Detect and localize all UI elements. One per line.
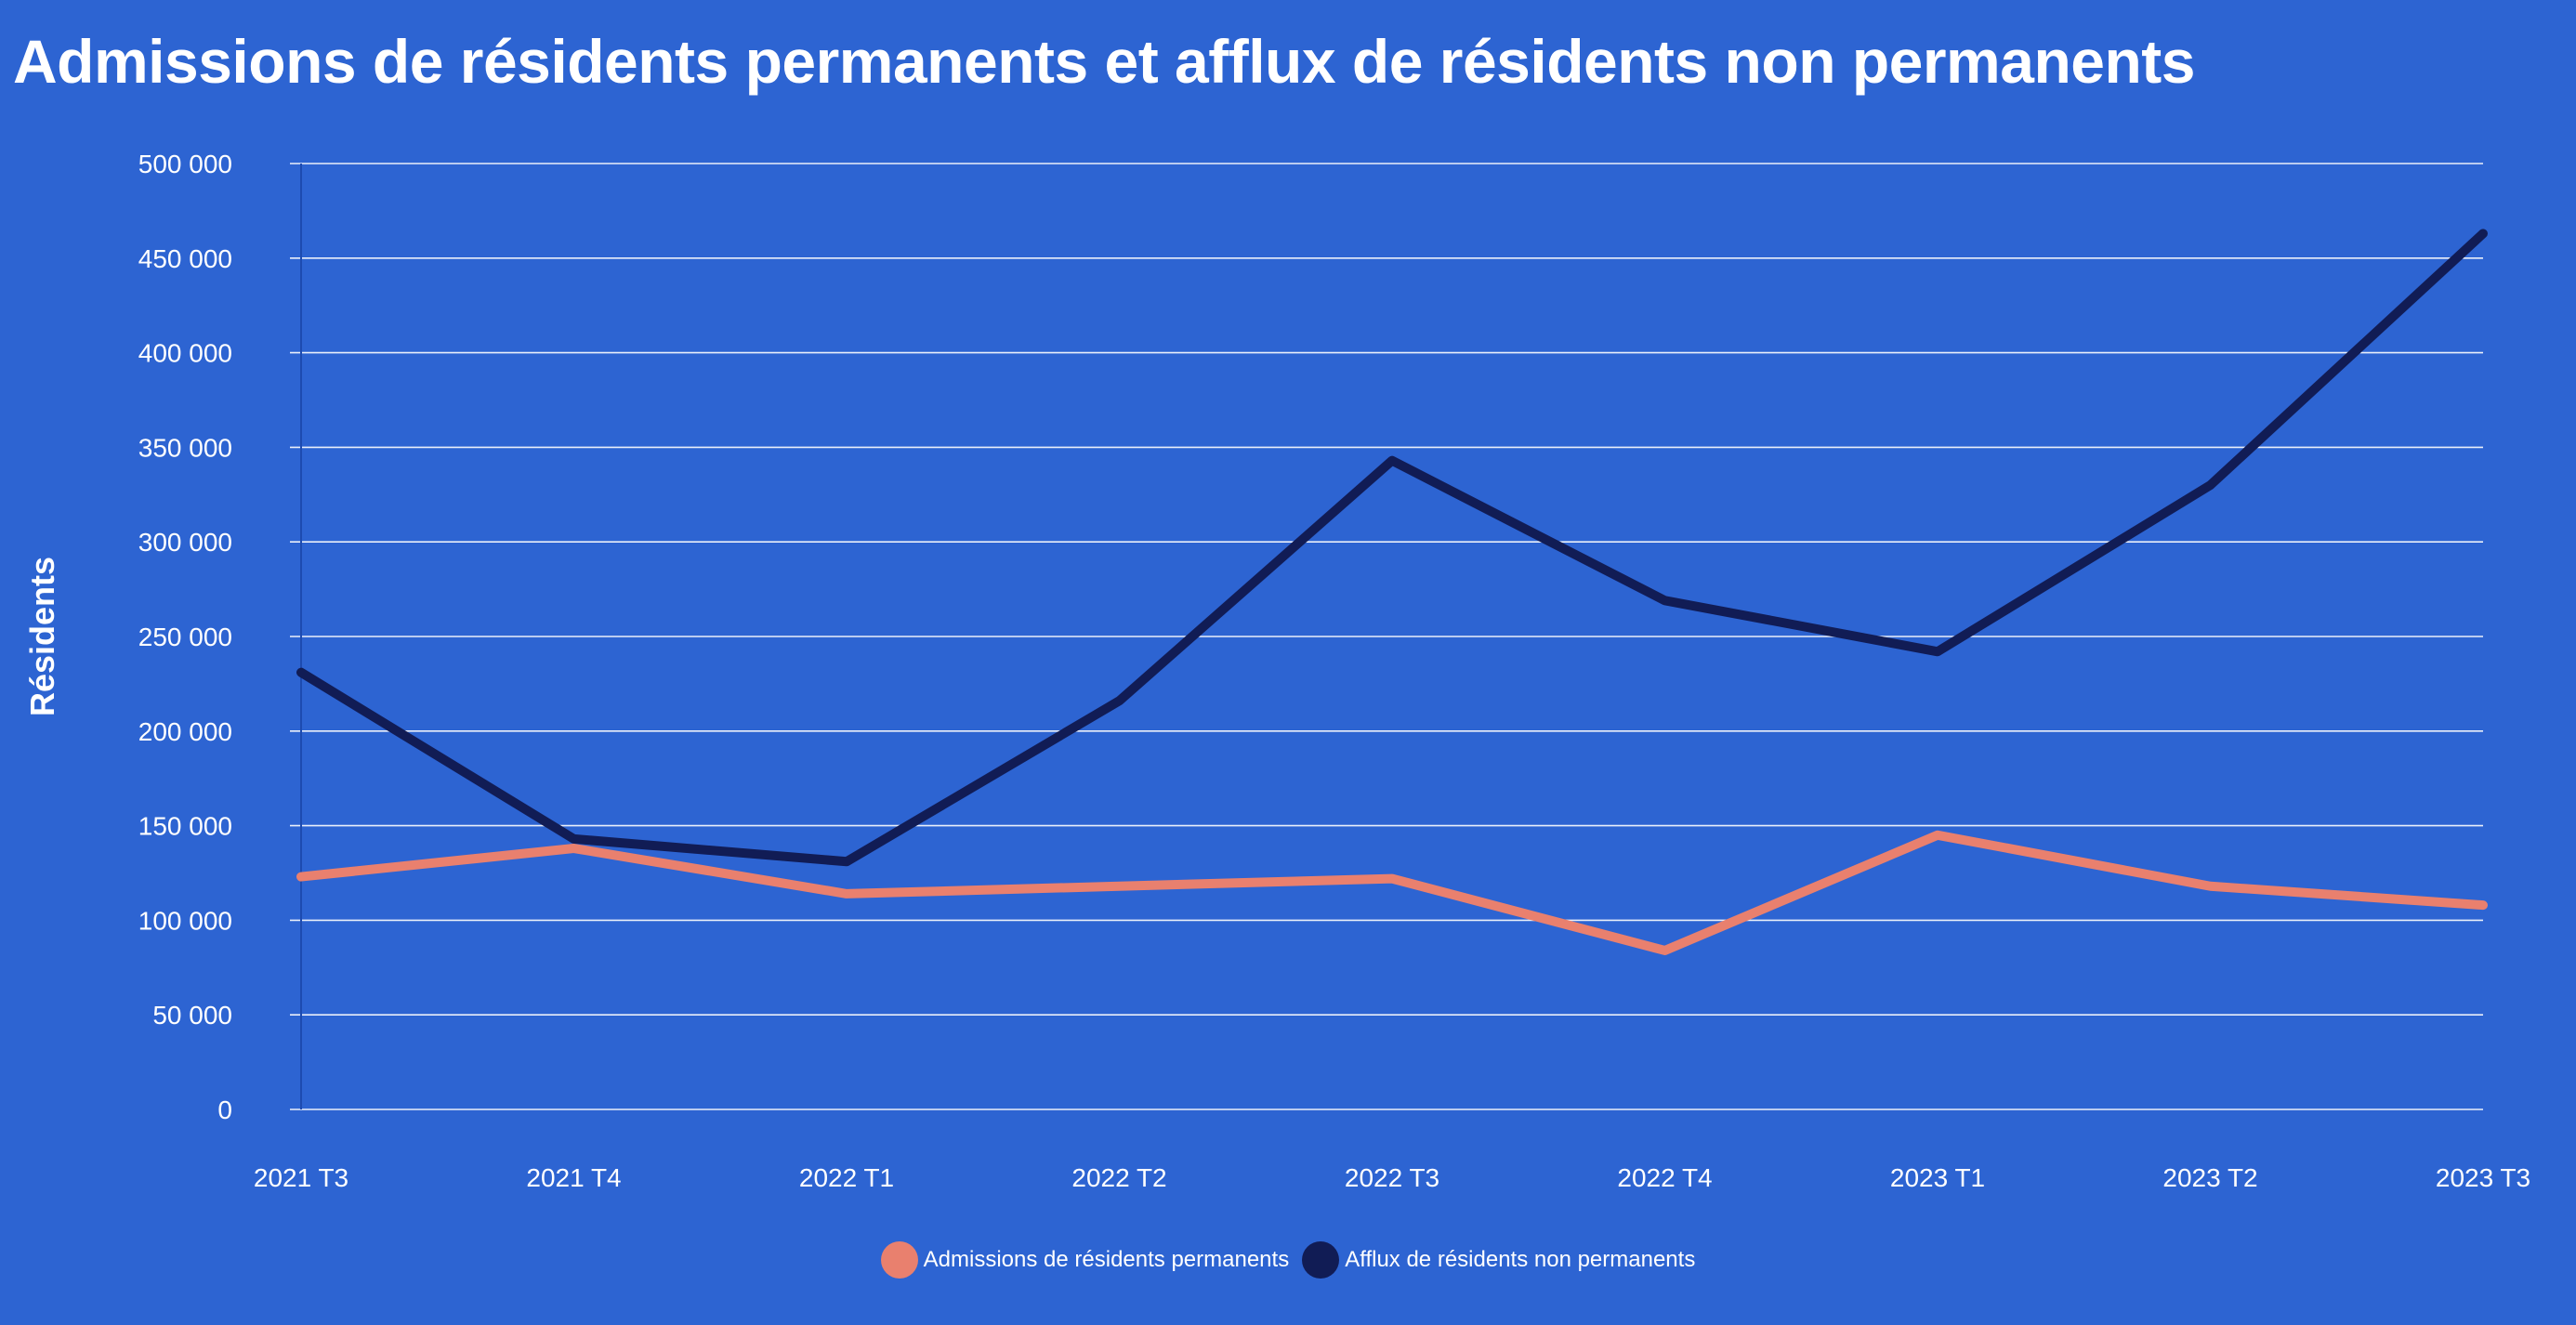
series-line-0 — [296, 830, 2488, 955]
legend-item-admissions[interactable]: Admissions de résidents permanents — [880, 1241, 1290, 1279]
y-tick-label: 300 000 — [138, 528, 232, 557]
legend-swatch-admissions — [880, 1241, 918, 1279]
y-tick-label: 500 000 — [138, 150, 232, 178]
y-tick-label: 50 000 — [152, 1001, 232, 1030]
y-tick-label: 0 — [217, 1095, 232, 1124]
x-tick-label: 2022 T3 — [1345, 1163, 1439, 1192]
chart-title: Admissions de résidents permanents et af… — [13, 27, 2195, 96]
x-tick-label: 2022 T4 — [1617, 1163, 1712, 1192]
legend-item-afflux[interactable]: Afflux de résidents non permanents — [1302, 1241, 1695, 1279]
x-tick-label: 2023 T3 — [2436, 1163, 2530, 1192]
y-tick-label: 150 000 — [138, 812, 232, 841]
y-tick-label: 450 000 — [138, 244, 232, 273]
x-tick-label: 2022 T1 — [799, 1163, 894, 1192]
series-line-1 — [296, 229, 2488, 867]
y-tick-label: 100 000 — [138, 906, 232, 935]
x-tick-label: 2023 T2 — [2162, 1163, 2257, 1192]
legend: Admissions de résidents permanents Afflu… — [0, 1241, 2576, 1279]
x-tick-label: 2022 T2 — [1071, 1163, 1166, 1192]
y-tick-label: 200 000 — [138, 717, 232, 746]
y-tick-label: 400 000 — [138, 339, 232, 368]
y-tick-label: 250 000 — [138, 623, 232, 651]
x-tick-label: 2021 T3 — [254, 1163, 348, 1192]
legend-label-afflux: Afflux de résidents non permanents — [1345, 1247, 1696, 1272]
x-tick-label: 2021 T4 — [526, 1163, 621, 1192]
y-tick-label: 350 000 — [138, 433, 232, 462]
legend-label-admissions: Admissions de résidents permanents — [923, 1247, 1290, 1272]
x-tick-label: 2023 T1 — [1890, 1163, 1985, 1192]
y-axis-title: Résidents — [23, 557, 61, 716]
legend-swatch-afflux — [1302, 1241, 1340, 1279]
